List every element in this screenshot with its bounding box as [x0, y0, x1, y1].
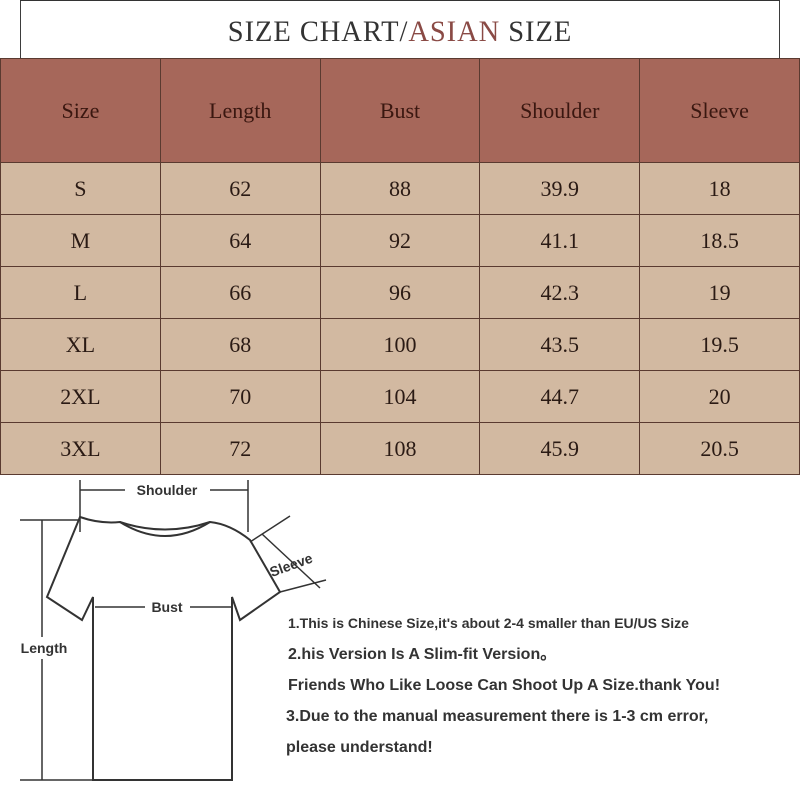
table-cell: 92 — [319, 214, 481, 267]
table-row: L 66 96 42.3 19 — [0, 266, 800, 319]
table-cell: 62 — [159, 162, 321, 215]
table-cell: 18 — [639, 162, 800, 215]
table-cell: 20.5 — [639, 422, 800, 475]
header-cell: Size — [0, 58, 161, 163]
table-cell: 42.3 — [479, 266, 641, 319]
note-line: Friends Who Like Loose Can Shoot Up A Si… — [288, 677, 721, 694]
table-cell: 64 — [159, 214, 321, 267]
tshirt-diagram: Shoulder Bust Length Sleeve — [12, 480, 327, 781]
length-label: Length — [21, 640, 68, 656]
table-cell: 88 — [319, 162, 481, 215]
title-tail: SIZE — [500, 15, 573, 48]
table-cell: 43.5 — [479, 318, 641, 371]
table-cell: 39.9 — [479, 162, 641, 215]
header-row: Size Length Bust Shoulder Sleeve — [0, 58, 800, 163]
table-row: 3XL 72 108 45.9 20.5 — [0, 422, 800, 475]
table-cell: 100 — [319, 318, 481, 371]
note-line: 1.This is Chinese Size,it's about 2-4 sm… — [288, 615, 689, 631]
table-cell: 18.5 — [639, 214, 800, 267]
table-cell: 45.9 — [479, 422, 641, 475]
shoulder-label: Shoulder — [137, 482, 198, 498]
table-cell: 44.7 — [479, 370, 641, 423]
size-table: Size Length Bust Shoulder Sleeve S 62 88 39… — [0, 58, 800, 475]
table-cell: 68 — [159, 318, 321, 371]
table-cell: 41.1 — [479, 214, 641, 267]
table-cell: 20 — [639, 370, 800, 423]
table-row: XL 68 100 43.5 19.5 — [0, 318, 800, 371]
table-row: M 64 92 41.1 18.5 — [0, 214, 800, 267]
sleeve-label: Sleeve — [267, 550, 314, 580]
note-line: 3.Due to the manual measurement there is… — [286, 708, 709, 725]
header-cell: Shoulder — [479, 58, 641, 163]
table-cell: 2XL — [0, 370, 161, 423]
table-row: 2XL 70 104 44.7 20 — [0, 370, 800, 423]
table-cell: 96 — [319, 266, 481, 319]
tshirt-outline — [45, 515, 282, 781]
table-cell: 66 — [159, 266, 321, 319]
note-line: 2.his Version Is A Slim-fit Version。 — [288, 646, 557, 663]
chart-title: SIZE CHART/ASIAN SIZE — [20, 0, 780, 58]
collar — [119, 521, 211, 537]
header-cell: Bust — [319, 58, 481, 163]
notes: 1.This is Chinese Size,it's about 2-4 sm… — [286, 608, 721, 763]
table-cell: 19.5 — [639, 318, 800, 371]
header-cell: Length — [159, 58, 321, 163]
sleeve-line — [261, 533, 321, 589]
header-cell: Sleeve — [639, 58, 800, 163]
table-cell: XL — [0, 318, 161, 371]
table-cell: 19 — [639, 266, 800, 319]
table-cell: 104 — [319, 370, 481, 423]
title-accent: ASIAN — [408, 15, 501, 48]
table-row: S 62 88 39.9 18 — [0, 162, 800, 215]
title-main: SIZE CHART/ — [227, 15, 409, 48]
note-line: please understand! — [286, 739, 433, 756]
table-cell: M — [0, 214, 161, 267]
bust-label: Bust — [151, 599, 182, 615]
table-cell: 70 — [159, 370, 321, 423]
table-cell: S — [0, 162, 161, 215]
table-cell: L — [0, 266, 161, 319]
table-cell: 3XL — [0, 422, 161, 475]
